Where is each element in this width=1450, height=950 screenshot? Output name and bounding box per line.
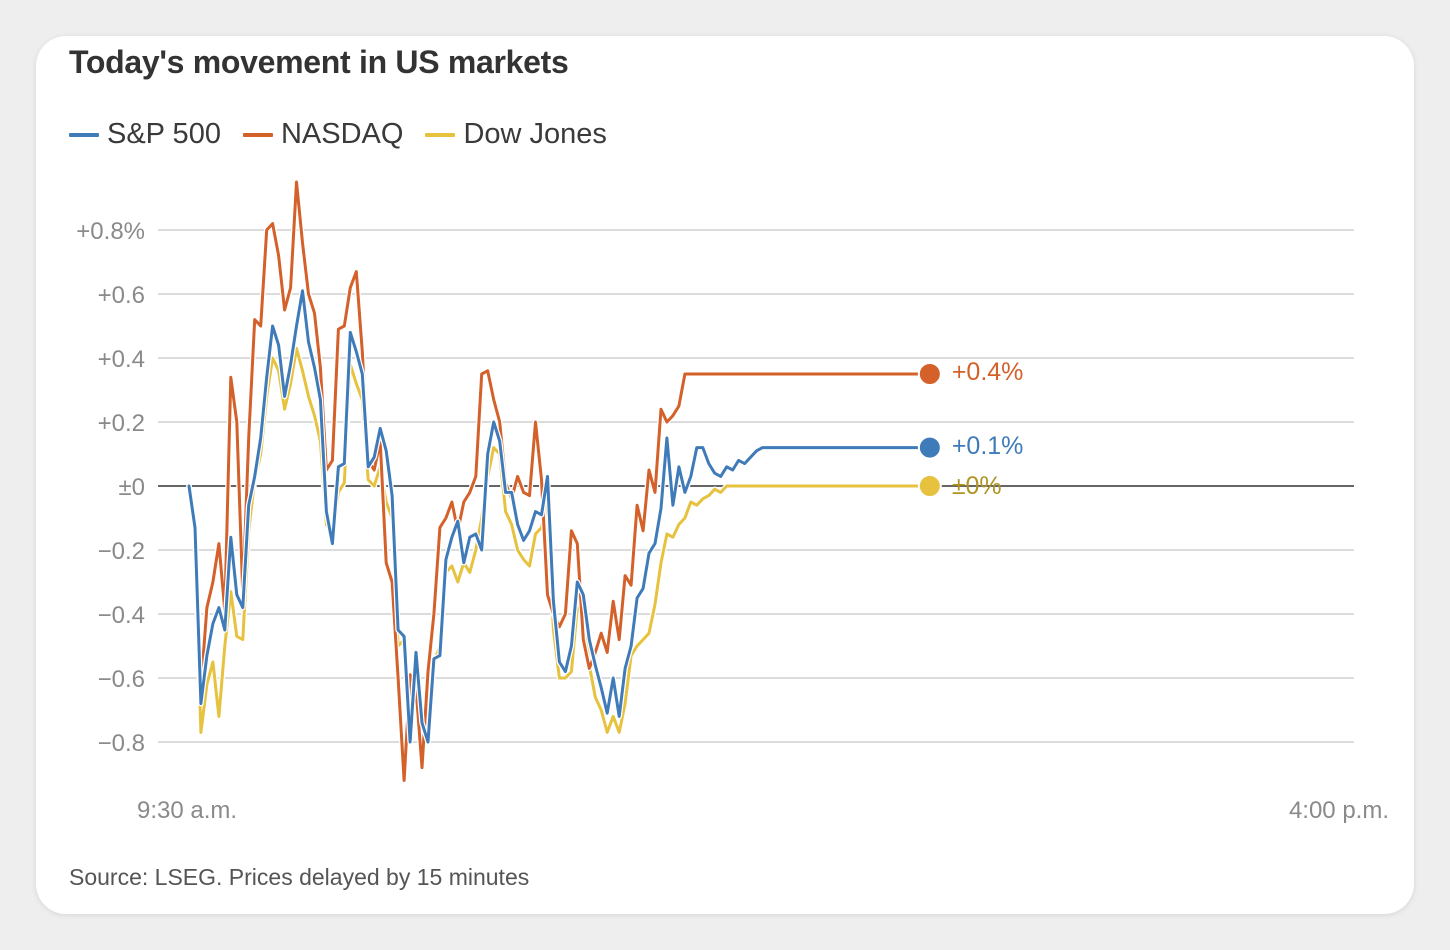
- y-tick-label: −0.8: [98, 730, 145, 757]
- source-note: Source: LSEG. Prices delayed by 15 minut…: [69, 864, 530, 890]
- y-tick-label: ±0: [118, 474, 145, 501]
- y-tick-label: −0.6: [98, 666, 145, 693]
- x-tick-label-start: 9:30 a.m.: [137, 797, 237, 824]
- y-tick-label: −0.4: [98, 602, 145, 629]
- y-tick-label: +0.8%: [76, 218, 145, 245]
- legend-item-dow: Dow Jones: [425, 118, 607, 151]
- x-tick-label-end: 4:00 p.m.: [1289, 797, 1389, 824]
- legend-label-dow: Dow Jones: [463, 118, 607, 150]
- end-label-sp500: +0.1%: [952, 432, 1024, 460]
- chart-title: Today's movement in US markets: [69, 44, 569, 80]
- series-line-nasdaq: [187, 180, 932, 782]
- series-line-sp500: [187, 289, 932, 744]
- end-marker-nasdaq: [917, 362, 942, 386]
- legend-swatch-nasdaq: [242, 132, 273, 137]
- series-line-dow: [187, 346, 932, 738]
- end-label-dow: ±0%: [952, 472, 1002, 500]
- end-marker-dow: [917, 474, 942, 498]
- legend-item-nasdaq: NASDAQ: [242, 118, 404, 151]
- chart-legend: S&P 500 NASDAQ Dow Jones: [69, 118, 629, 151]
- legend-label-nasdaq: NASDAQ: [280, 118, 404, 150]
- y-tick-label: +0.2: [98, 410, 145, 437]
- y-tick-label: +0.6: [98, 282, 145, 309]
- y-tick-label: −0.2: [98, 538, 145, 565]
- legend-item-sp500: S&P 500: [69, 118, 221, 151]
- legend-swatch-sp500: [69, 132, 99, 137]
- legend-label-sp500: S&P 500: [107, 118, 221, 150]
- chart-card: [36, 36, 1414, 914]
- series-halo-nasdaq: [186, 179, 933, 784]
- legend-swatch-dow: [425, 132, 456, 137]
- end-marker-sp500: [917, 435, 942, 460]
- y-tick-label: +0.4: [98, 346, 145, 373]
- end-label-nasdaq: +0.4%: [952, 358, 1024, 386]
